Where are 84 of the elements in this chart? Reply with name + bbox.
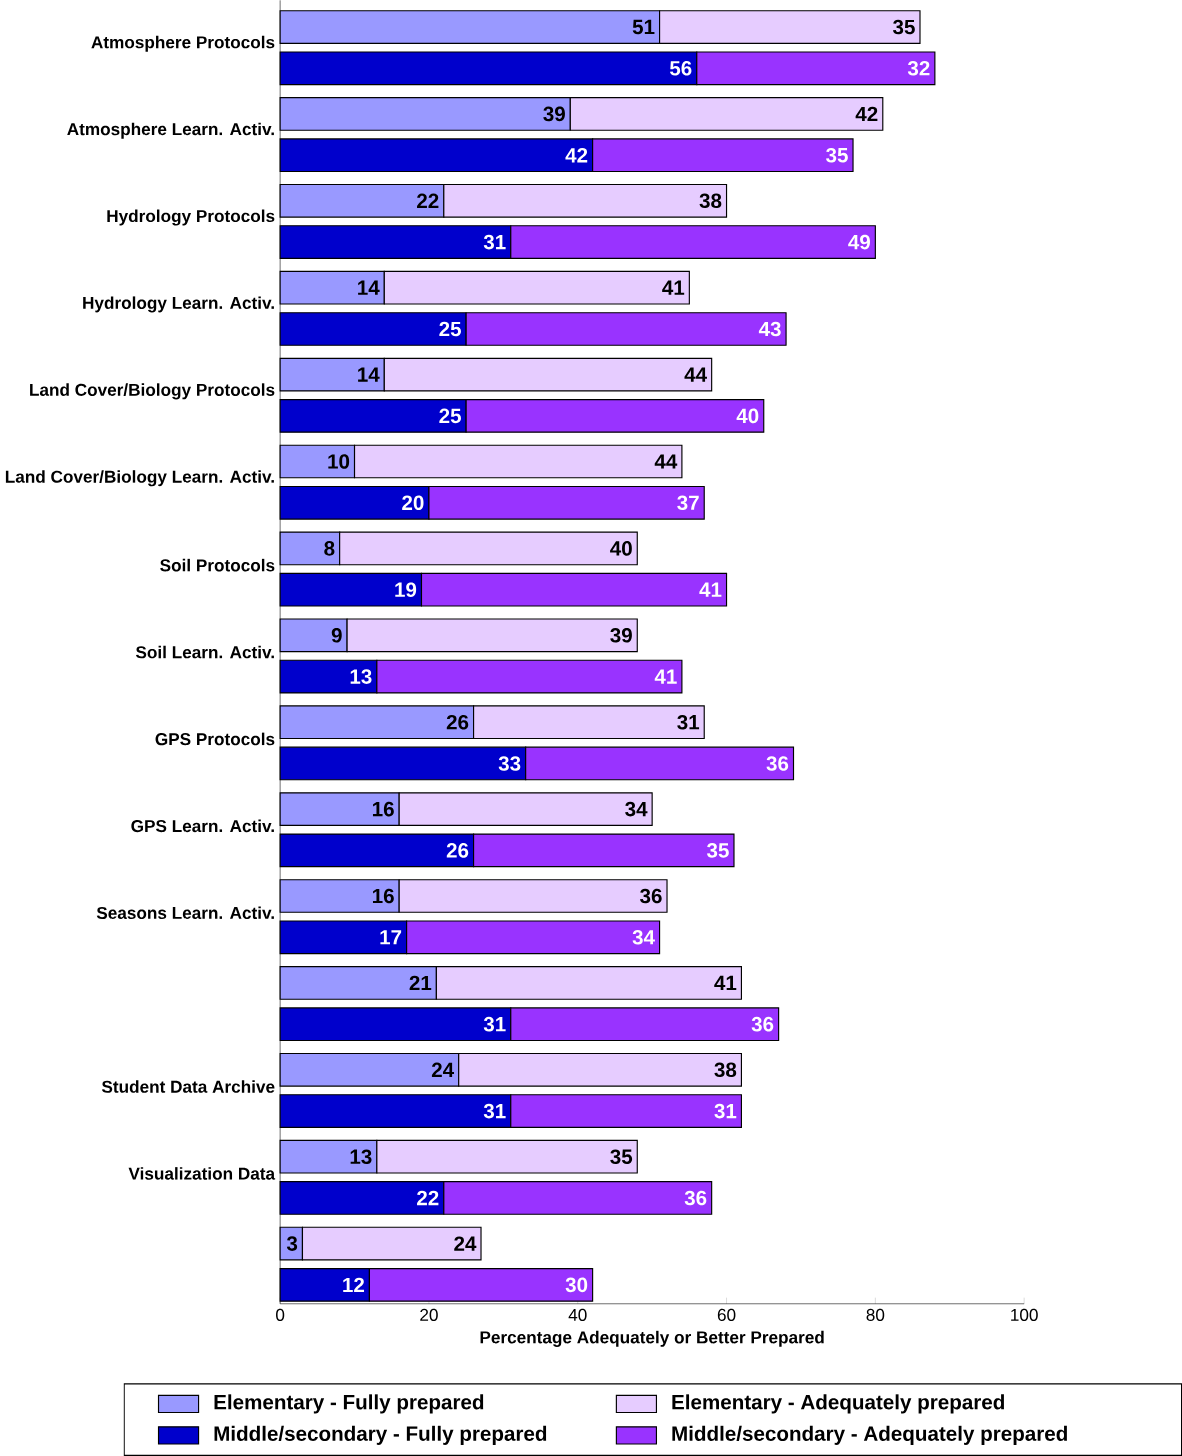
data-label: 31 (714, 1103, 737, 1119)
y-tick-label: GPS Learn. Activ. (131, 819, 274, 833)
y-tick-label: Hydrology Learn. Activ. (83, 296, 274, 313)
data-label: 31 (483, 234, 506, 250)
y-tick-label: Visualization Data (128, 1167, 276, 1180)
data-label: 8 (324, 541, 335, 556)
data-label: 39 (610, 628, 632, 643)
x-tick-label: 20 (420, 1308, 438, 1321)
data-label: 14 (358, 367, 380, 382)
data-label: 41 (699, 582, 722, 597)
data-label: 31 (483, 1103, 506, 1119)
x-tick-label: 0 (275, 1308, 285, 1321)
data-label: 42 (565, 148, 588, 163)
y-tick-label: Soil Protocols (160, 558, 275, 572)
y-tick-label: Atmosphere Protocols (91, 35, 275, 52)
data-label: 25 (439, 321, 461, 337)
data-label: 14 (358, 280, 380, 295)
data-label: 41 (662, 280, 685, 295)
data-label: 3 (286, 1236, 298, 1251)
x-tick-label: 80 (866, 1308, 885, 1321)
data-label: 34 (625, 801, 648, 817)
legend-label: Middle/secondary - Adequately prepared (672, 1425, 1067, 1446)
data-label: 35 (825, 147, 848, 163)
data-label: 16 (372, 888, 394, 904)
data-label: 9 (331, 628, 342, 643)
data-label: 22 (416, 193, 439, 209)
data-label: 26 (446, 843, 469, 858)
y-tick-label: Land Cover/Biology Learn. Activ. (5, 470, 274, 487)
data-label: 36 (766, 756, 789, 771)
data-label: 26 (446, 714, 469, 730)
data-label: 20 (402, 495, 424, 511)
data-label: 12 (343, 1277, 364, 1293)
x-tick-label: 40 (568, 1308, 587, 1321)
data-label: 16 (372, 801, 394, 817)
data-label: 44 (654, 454, 678, 469)
data-label: 25 (439, 408, 461, 424)
data-label: 39 (543, 106, 565, 122)
y-tick-label: GPS Protocols (155, 732, 275, 746)
data-label: 24 (431, 1062, 454, 1077)
data-label: 38 (699, 193, 722, 209)
data-label: 35 (892, 19, 915, 35)
data-label: 24 (454, 1236, 477, 1251)
data-label: 42 (855, 106, 878, 122)
data-label: 41 (654, 669, 677, 684)
data-label: 32 (907, 60, 930, 76)
data-label: 38 (714, 1062, 737, 1078)
data-label: 30 (565, 1277, 588, 1293)
data-label: 36 (751, 1016, 774, 1032)
data-label: 40 (736, 408, 759, 424)
data-label: 13 (350, 669, 372, 684)
data-label: 49 (848, 234, 870, 250)
y-tick-label: Student Data Archive (101, 1080, 275, 1093)
data-label: 35 (610, 1149, 633, 1164)
data-label: 31 (677, 714, 700, 730)
legend-label: Middle/secondary - Fully prepared (214, 1425, 547, 1446)
data-label: 43 (758, 321, 781, 337)
y-tick-label: Atmosphere Learn. Activ. (67, 122, 274, 139)
x-tick-label: 100 (1011, 1308, 1038, 1321)
data-label: 35 (706, 843, 729, 858)
data-label: 37 (677, 495, 699, 511)
data-label: 56 (669, 61, 692, 76)
legend-label: Elementary - Adequately prepared (672, 1394, 1004, 1414)
data-label: 41 (714, 975, 737, 990)
data-label: 44 (684, 367, 707, 382)
x-axis-title: Percentage Adequately or Better Prepared (480, 1330, 824, 1347)
legend-label: Elementary - Fully prepared (214, 1394, 484, 1414)
y-tick-label: Land Cover/Biology Protocols (30, 383, 275, 400)
y-tick-label: Soil Learn. Activ. (135, 645, 274, 659)
data-label: 21 (409, 975, 432, 991)
data-label: 31 (483, 1016, 506, 1032)
data-label: 10 (328, 454, 350, 469)
data-label: 40 (610, 541, 632, 556)
data-label: 51 (632, 19, 655, 35)
data-label: 34 (632, 929, 655, 945)
data-label: 17 (380, 930, 402, 945)
data-label: 13 (350, 1149, 372, 1164)
y-tick-label: Hydrology Protocols (107, 209, 275, 226)
data-label: 19 (395, 582, 417, 597)
x-tick-label: 60 (717, 1308, 736, 1321)
data-label: 22 (416, 1190, 439, 1206)
data-label: 36 (684, 1190, 707, 1206)
y-tick-label: Seasons Learn. Activ. (96, 906, 274, 920)
data-label: 36 (639, 888, 662, 904)
data-label: 33 (498, 756, 521, 771)
